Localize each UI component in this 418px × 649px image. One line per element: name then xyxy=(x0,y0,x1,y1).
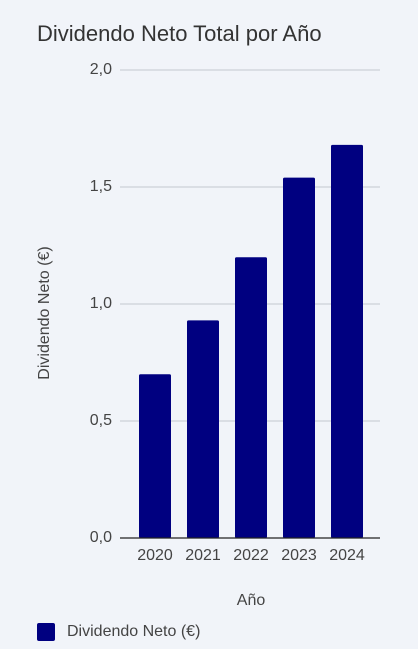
x-tick-label: 2024 xyxy=(329,547,365,564)
x-tick-label: 2020 xyxy=(137,547,173,564)
x-axis-label: Año xyxy=(237,592,266,609)
y-tick-label: 0,5 xyxy=(90,412,112,429)
legend-swatch xyxy=(37,623,55,641)
x-tick-label: 2021 xyxy=(185,547,221,564)
bar xyxy=(283,177,315,538)
chart-title: Dividendo Neto Total por Año xyxy=(37,21,322,46)
y-tick-label: 0,0 xyxy=(90,529,112,546)
bar xyxy=(235,257,267,538)
y-axis-label: Dividendo Neto (€) xyxy=(36,246,53,379)
x-tick-label: 2022 xyxy=(233,547,269,564)
bar xyxy=(331,144,363,538)
legend-label: Dividendo Neto (€) xyxy=(67,623,200,640)
y-tick-label: 1,0 xyxy=(90,295,112,312)
x-tick-label: 2023 xyxy=(281,547,317,564)
y-tick-label: 2,0 xyxy=(90,61,112,78)
bar xyxy=(187,320,219,538)
y-tick-label: 1,5 xyxy=(90,178,112,195)
bar xyxy=(139,374,171,538)
